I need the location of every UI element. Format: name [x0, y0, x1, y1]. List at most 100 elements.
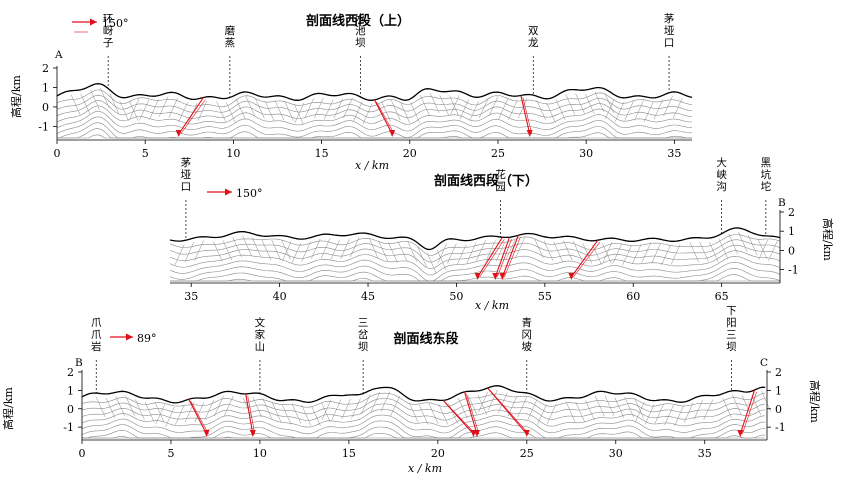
- dip-hatch: [505, 240, 516, 261]
- strata-lines: [56, 87, 693, 139]
- dip-hatch: [631, 243, 642, 265]
- x-tick-label: 25: [491, 147, 505, 160]
- direction-label: 150°: [236, 187, 263, 200]
- dip-hatch: [291, 243, 302, 264]
- dip-hatch: [184, 241, 195, 263]
- dip-hatch: [555, 99, 566, 120]
- dip-hatch: [109, 93, 120, 115]
- dip-hatch: [624, 100, 635, 121]
- dip-hatch: [70, 94, 81, 115]
- fault-line: [178, 97, 204, 135]
- dip-hatch: [255, 98, 265, 119]
- y-tick-label: -1: [775, 421, 786, 434]
- fault-line: [570, 239, 599, 278]
- fault-line: [520, 95, 531, 135]
- dip-hatch: [418, 404, 429, 425]
- dip-hatch: [119, 100, 129, 122]
- dip-hatch: [664, 404, 674, 426]
- dip-hatch: [341, 398, 351, 419]
- dip-hatch: [456, 244, 467, 265]
- terrain-profile: [56, 83, 693, 101]
- dip-hatch: [604, 92, 614, 114]
- x-tick-label: 60: [626, 290, 640, 303]
- dip-hatch: [595, 396, 605, 417]
- fault-line: [374, 99, 393, 135]
- y-axis-title-left: 高程/km: [1, 387, 15, 430]
- panel-west-lower: 剖面线西段（下） 150° B 茅垭口 花园 大峡沟 黑坑坨 2 1 0 -1 35 40 45…: [169, 156, 835, 312]
- dip-hatch: [477, 394, 488, 416]
- dip-hatch: [469, 101, 479, 122]
- dip-hatch: [653, 99, 664, 120]
- stratum-line: [169, 255, 781, 282]
- x-tick-label: 20: [403, 147, 417, 160]
- dip-hatch: [449, 95, 460, 116]
- corner-label-a: A: [54, 49, 63, 61]
- dip-hatch: [447, 243, 457, 264]
- y-tick-label: 1: [788, 225, 795, 238]
- x-tick-label: 15: [342, 447, 356, 460]
- stratum-line: [57, 128, 692, 139]
- panel-title: 剖面线东段: [393, 331, 458, 347]
- fault-line-paired: [573, 241, 601, 278]
- dip-hatch: [388, 242, 398, 263]
- stratum-line: [169, 250, 781, 276]
- stratum-line: [81, 403, 766, 421]
- x-tick-label: 5: [167, 447, 174, 460]
- dip-hatch: [311, 238, 321, 259]
- dip-hatch: [361, 394, 371, 415]
- dip-hatch: [757, 238, 768, 259]
- dip-hatch: [488, 96, 499, 117]
- y-tick-label: -1: [38, 120, 49, 133]
- dip-hatch: [673, 97, 683, 119]
- dip-hatch: [761, 391, 771, 412]
- y-tick-label: 2: [42, 62, 49, 75]
- x-tick-label: 0: [79, 447, 86, 460]
- dip-hatch: [663, 95, 673, 117]
- dip-hatch: [197, 100, 208, 121]
- y-ticks: 2 2 1 1 0 0 -1 -1: [63, 366, 785, 434]
- fault-arrowhead: [249, 430, 256, 437]
- stratum-line: [57, 134, 692, 139]
- dip-hatch: [380, 391, 391, 412]
- x-tick-label: 10: [253, 447, 267, 460]
- dip-hatch: [420, 95, 430, 116]
- y-ticks: 2 1 0 -1: [38, 62, 57, 133]
- dip-hatch: [129, 98, 140, 119]
- place-label: 文家山: [255, 316, 266, 353]
- dip-hatch: [751, 395, 762, 416]
- dip-hatch: [125, 395, 135, 416]
- dip-hatch: [585, 400, 595, 421]
- terrain-profile: [81, 385, 766, 404]
- dip-hatch: [644, 404, 655, 425]
- dip-hatch: [323, 99, 334, 120]
- dip-hatch: [479, 97, 489, 119]
- dip-hatch: [381, 101, 391, 122]
- dip-hatch: [604, 395, 615, 416]
- dip-hatch: [634, 397, 644, 419]
- y-tick-label: -1: [788, 264, 799, 277]
- dip-hatch: [683, 402, 694, 423]
- dip-hatch: [251, 237, 262, 258]
- stratum-line: [81, 398, 766, 415]
- dip-hatch: [90, 89, 100, 110]
- x-tick-label: 35: [184, 290, 198, 303]
- x-tick-label: 10: [226, 147, 240, 160]
- y-tick-label: 0: [775, 403, 782, 416]
- x-tick-label: 35: [667, 147, 681, 160]
- dip-hatch: [612, 243, 622, 264]
- dip-hatch: [175, 404, 185, 425]
- dip-hatch: [634, 100, 644, 121]
- dip-hatch: [439, 95, 449, 116]
- dip-hatch: [543, 240, 554, 261]
- place-label: 磨蒸: [225, 25, 236, 49]
- dip-hatch: [582, 243, 593, 264]
- dip-hatch: [400, 103, 411, 124]
- dip-hatch: [242, 397, 253, 418]
- dip-hatch: [565, 401, 576, 422]
- dip-hatch: [291, 403, 302, 424]
- dip-hatch: [689, 242, 700, 263]
- x-tick-label: 5: [142, 147, 149, 160]
- fault-arrowhead: [473, 430, 480, 437]
